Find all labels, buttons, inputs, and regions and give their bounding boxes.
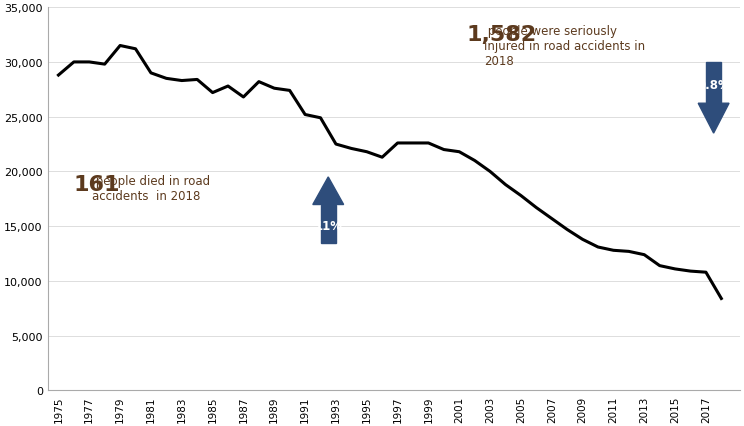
Polygon shape (698, 104, 729, 134)
Text: 11%: 11% (314, 219, 342, 233)
Text: 1,582: 1,582 (467, 25, 537, 44)
Text: 161: 161 (74, 174, 121, 194)
Text: 0.8%: 0.8% (697, 79, 730, 92)
Text: people died in road
accidents  in 2018: people died in road accidents in 2018 (92, 174, 211, 202)
Polygon shape (312, 178, 344, 205)
Bar (321, 205, 336, 243)
Text: people were seriously
injured in road accidents in
2018: people were seriously injured in road ac… (484, 25, 645, 67)
Bar (706, 63, 722, 104)
